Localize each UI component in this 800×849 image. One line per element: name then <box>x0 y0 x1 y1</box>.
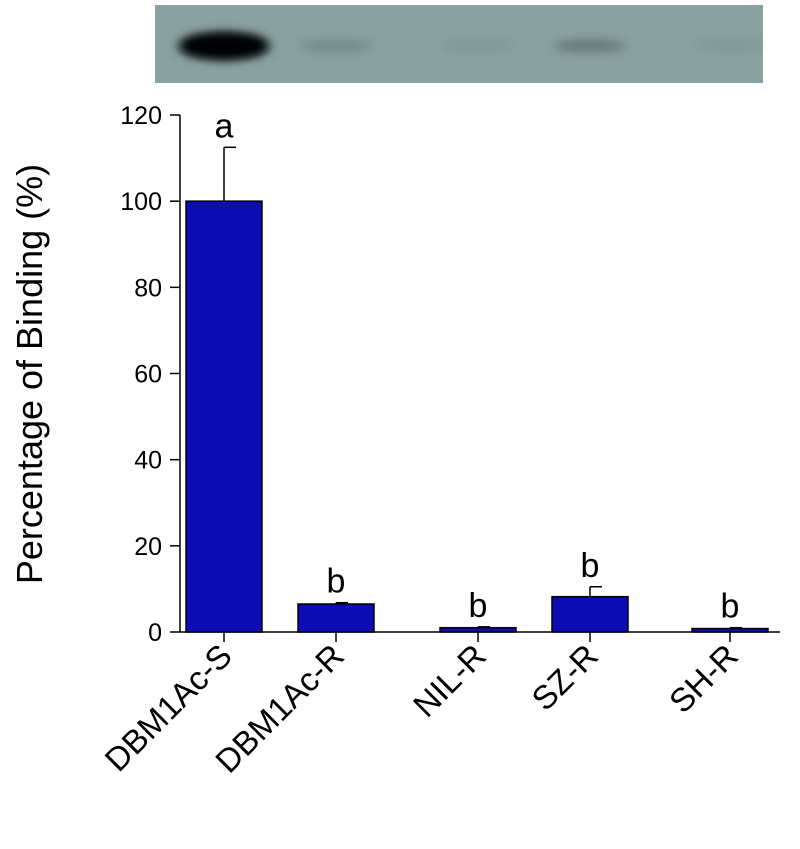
bar-sz-r <box>551 595 629 633</box>
blot-band-sh-r <box>694 41 766 51</box>
blot-band-sz-r <box>554 41 626 51</box>
y-tick-label: 80 <box>134 274 162 302</box>
y-tick-label: 60 <box>134 361 162 389</box>
y-tick-label: 40 <box>134 447 162 475</box>
y-tick-label: 0 <box>148 619 162 647</box>
x-category-label: NIL-R <box>406 637 493 724</box>
western-blot-image <box>155 5 766 83</box>
significance-letter: b <box>469 587 488 625</box>
bars-group <box>185 146 769 633</box>
y-axis-title: Percentage of Binding (%) <box>9 164 50 584</box>
y-tick-label: 100 <box>120 188 162 216</box>
bar-dbm1ac-s <box>185 200 263 633</box>
significance-letter: b <box>327 563 346 601</box>
significance-letter: b <box>721 588 740 626</box>
blot-band-nil-r <box>442 41 514 51</box>
blot-band-core <box>184 35 264 57</box>
y-tick-label: 20 <box>134 533 162 561</box>
bar-dbm1ac-r <box>297 603 375 633</box>
blot-band-dbm1ac-r <box>300 41 372 51</box>
significance-letter: b <box>581 547 600 585</box>
x-category-label: SZ-R <box>524 637 605 718</box>
significance-letter: a <box>215 107 234 145</box>
x-category-label: SH-R <box>662 637 745 720</box>
bar-sh-r <box>691 627 769 633</box>
y-tick-label: 120 <box>120 102 162 130</box>
bar-nil-r <box>439 626 517 633</box>
